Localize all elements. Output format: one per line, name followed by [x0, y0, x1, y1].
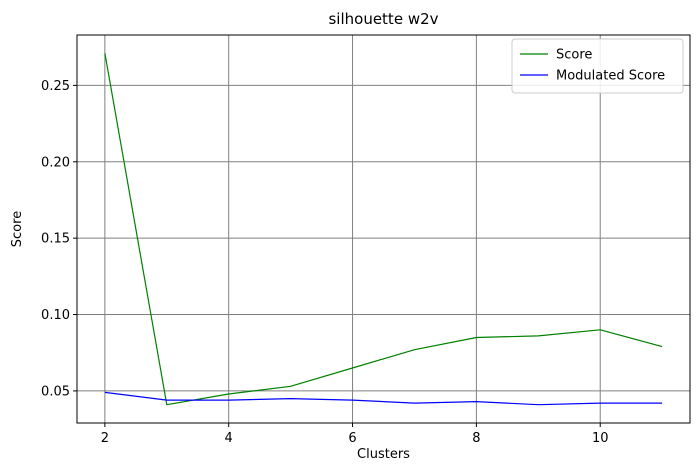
- y-tick-label: 0.10: [41, 308, 70, 323]
- x-tick-label: 8: [472, 431, 480, 446]
- y-tick-label: 0.25: [41, 79, 70, 94]
- series-lines: [104, 53, 663, 406]
- series-line-score: [104, 53, 663, 406]
- legend-label: Score: [556, 48, 592, 63]
- y-tick-label: 0.20: [41, 155, 70, 170]
- chart-title: silhouette w2v: [328, 10, 438, 28]
- axis-ticks: 2 4 6 8 10 0.05 0.10 0.15 0.20 0.25: [41, 79, 608, 446]
- series-line-modulated-score: [104, 391, 663, 406]
- x-axis-label: Clusters: [357, 447, 410, 462]
- plot-frame: [76, 34, 691, 424]
- legend-box: [511, 38, 684, 94]
- y-tick-label: 0.05: [41, 384, 70, 399]
- y-axis-label: Score: [10, 211, 25, 247]
- x-tick-label: 4: [225, 431, 233, 446]
- y-tick-label: 0.15: [41, 232, 70, 247]
- x-tick-label: 10: [592, 431, 609, 446]
- legend: Score Modulated Score: [511, 38, 684, 94]
- x-tick-label: 6: [348, 431, 356, 446]
- x-tick-label: 2: [101, 431, 109, 446]
- legend-label: Modulated Score: [556, 69, 665, 84]
